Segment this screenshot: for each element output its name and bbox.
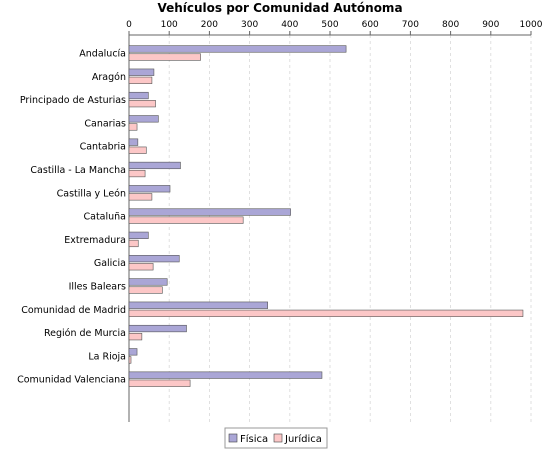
legend-label-fisica: Física: [240, 433, 268, 445]
bar-fisica: [128, 45, 347, 53]
legend-swatch-fisica: [228, 433, 238, 443]
x-tick-label: 800: [442, 20, 459, 30]
x-tick-label: 1000: [520, 20, 543, 30]
bar-juridica: [128, 333, 143, 341]
bar-juridica: [128, 169, 146, 178]
bar-fisica: [128, 208, 291, 216]
bar-juridica: [128, 146, 147, 154]
chart-title: Vehículos por Comunidad Autónoma: [157, 1, 402, 15]
bar-fisica: [128, 91, 149, 100]
legend: Física Jurídica: [224, 427, 328, 449]
category-label: Comunidad de Madrid: [21, 305, 126, 316]
bar-fisica: [128, 115, 159, 123]
x-tick-label: 700: [402, 20, 419, 30]
category-labels: Andalucía Aragón Principado de Asturias Can…: [17, 49, 126, 386]
bar-fisica: [128, 255, 180, 263]
category-label: Cantabria: [80, 142, 126, 153]
x-tick-label: 200: [201, 20, 218, 30]
bar-juridica: [128, 53, 201, 61]
bar-fisica: [128, 185, 171, 193]
x-tick-label: 900: [482, 20, 499, 30]
bar-fisica: [128, 231, 149, 239]
x-tick-label: 300: [241, 20, 258, 30]
bar-juridica: [128, 379, 191, 387]
grid: [168, 35, 532, 422]
category-label: Canarias: [84, 118, 126, 129]
category-label: Región de Murcia: [44, 328, 126, 339]
category-label: Comunidad Valenciana: [17, 375, 126, 386]
bar-juridica: [128, 123, 138, 131]
category-label: La Rioja: [88, 351, 126, 362]
category-label: Castilla - La Mancha: [30, 165, 126, 176]
bars: [128, 45, 524, 387]
bar-juridica: [128, 239, 139, 248]
bar-juridica: [128, 263, 154, 271]
bar-juridica: [128, 356, 132, 364]
bar-fisica: [128, 348, 138, 356]
bar-fisica: [128, 278, 168, 286]
category-label: Cataluña: [83, 212, 126, 223]
category-label: Illes Balears: [69, 282, 126, 293]
category-label: Principado de Asturias: [20, 95, 126, 106]
bar-fisica: [128, 301, 268, 309]
bar-fisica: [128, 324, 187, 333]
category-label: Extremadura: [64, 235, 126, 246]
bar-juridica: [128, 309, 524, 317]
bar-fisica: [128, 138, 139, 146]
category-label: Aragón: [92, 72, 126, 83]
bar-fisica: [128, 371, 323, 379]
x-tick-label: 600: [362, 20, 379, 30]
bar-juridica: [128, 100, 156, 108]
x-tick-label: 0: [126, 20, 132, 30]
bar-juridica: [128, 193, 153, 201]
bar-fisica: [128, 161, 181, 170]
category-label: Galicia: [94, 258, 126, 269]
x-tick-label: 100: [161, 20, 178, 30]
bar-fisica: [128, 68, 155, 76]
x-tick-label: 500: [321, 20, 338, 30]
category-label: Castilla y León: [57, 188, 126, 199]
bar-juridica: [128, 286, 163, 294]
x-tick-label: 400: [281, 20, 298, 30]
legend-swatch-juridica: [273, 433, 283, 443]
bar-juridica: [128, 216, 244, 224]
legend-label-juridica: Jurídica: [284, 433, 322, 445]
category-label: Andalucía: [79, 49, 126, 60]
x-axis: 0 100 200 300 400 500 600 700 800 900 1000: [126, 20, 543, 422]
bar-juridica: [128, 76, 153, 84]
